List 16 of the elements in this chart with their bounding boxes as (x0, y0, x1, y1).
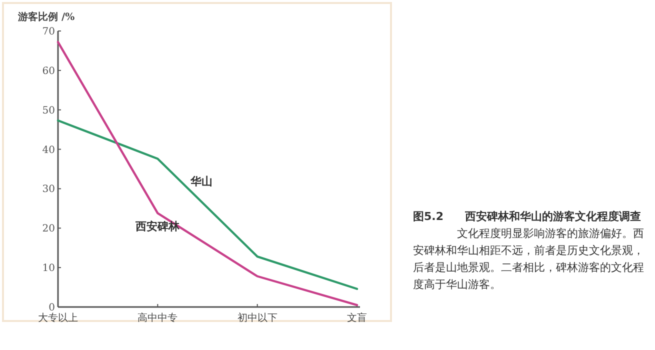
series-label: 华山 (190, 174, 213, 188)
y-tick-label: 40 (42, 144, 55, 156)
y-axis-title: 游客比例 /% (17, 11, 76, 23)
y-tick-label: 20 (42, 224, 55, 235)
series-label: 西安碑林 (134, 220, 181, 234)
y-tick-label: 60 (42, 66, 55, 77)
y-tick-label: 50 (42, 105, 55, 116)
y-tick-label: 0 (48, 302, 55, 314)
x-tick-label: 初中以下 (237, 312, 278, 324)
y-tick-label: 70 (42, 26, 55, 38)
y-tick-label: 30 (42, 184, 55, 196)
line-series (56, 119, 358, 290)
text: 西安碑林和华山的游客文化程度调查 (465, 209, 641, 225)
y-tick-label: 10 (42, 263, 55, 274)
text: 文化程度明显影响游客的旅游偏好。西安碑林和华山相距不远，前者是历史文化景观，后者是山地景观。二者相比，碑林游客的文化程度高于华山游客。 (413, 226, 645, 293)
caption: 图5.2 (413, 209, 444, 225)
